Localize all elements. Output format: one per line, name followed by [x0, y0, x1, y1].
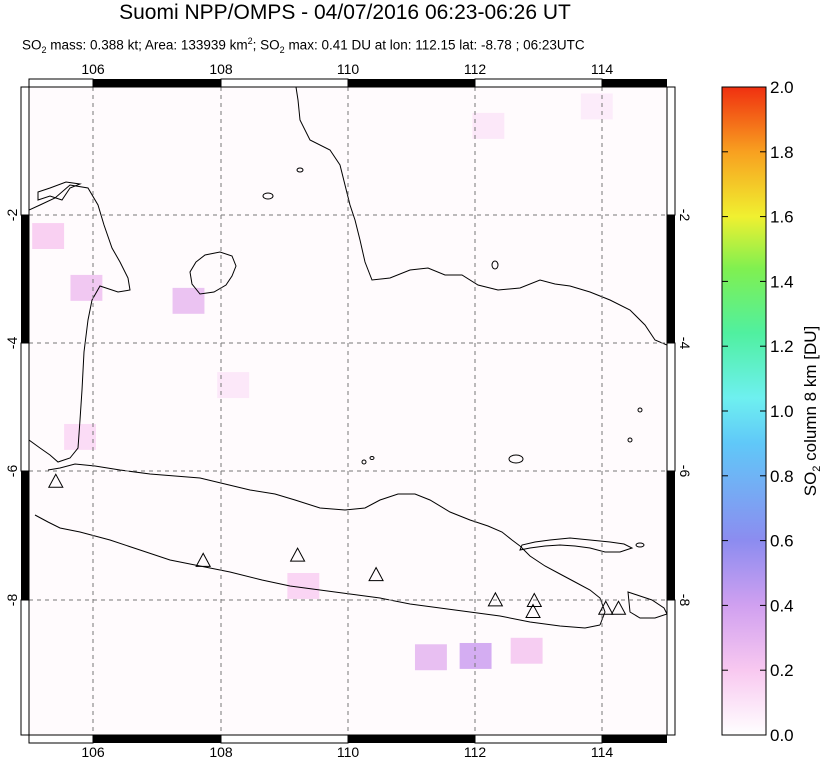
- so2-cell: [459, 642, 492, 669]
- colorbar-tick-label: 2.0: [770, 78, 794, 97]
- chart-subtitle: SO2 mass: 0.388 kt; Area: 133939 km2; SO…: [22, 36, 585, 56]
- colorbar-tick-label: 1.6: [770, 208, 794, 227]
- colorbar-tick-label: 1.0: [770, 402, 794, 421]
- y-tick-left: -6: [4, 465, 20, 478]
- x-tick-bottom: 114: [591, 744, 614, 759]
- x-tick-bottom: 110: [337, 744, 360, 759]
- colorbar-tick-label: 1.8: [770, 143, 794, 162]
- coastlines: [29, 87, 667, 629]
- grid-lines: [29, 87, 667, 735]
- volcano-marker: [610, 600, 627, 615]
- so2-cell: [172, 287, 205, 314]
- y-tick-right: -6: [677, 465, 693, 478]
- colorbar: [721, 86, 767, 736]
- x-tick-top: 112: [464, 61, 487, 77]
- x-tick-bottom: 108: [209, 744, 233, 759]
- so2-cells: [32, 93, 613, 671]
- x-tick-top: 106: [81, 61, 105, 77]
- colorbar-tick-label: 0.8: [770, 467, 794, 486]
- volcano-markers: [47, 473, 627, 619]
- volcano-marker: [47, 473, 64, 488]
- volcano-marker: [525, 603, 541, 619]
- so2-cell: [217, 372, 250, 399]
- y-tick-right: -4: [677, 337, 693, 350]
- colorbar-label: SO2 column 8 km [DU]: [801, 326, 823, 497]
- colorbar-ticks: 0.0 0.2 0.4 0.6 0.8 1.0 1.2 1.4 1.6 1.8 2.0: [722, 78, 794, 745]
- so2-cell: [32, 223, 65, 249]
- y-tick-left: -2: [4, 209, 20, 222]
- y-tick-right: -2: [677, 209, 693, 222]
- colorbar-tick-label: 0.6: [770, 532, 794, 551]
- colorbar-tick-label: 0.4: [770, 596, 794, 615]
- so2-cell: [580, 93, 613, 120]
- so2-cell: [472, 112, 505, 139]
- x-tick-top: 108: [209, 61, 233, 77]
- so2-cell: [510, 637, 543, 664]
- x-tick-top: 110: [337, 61, 360, 77]
- so2-cell: [70, 274, 103, 301]
- map-frame: [20, 78, 676, 744]
- so2-cell: [64, 423, 96, 450]
- colorbar-tick-label: 1.2: [770, 337, 794, 356]
- volcano-marker: [368, 566, 384, 582]
- y-tick-left: -8: [4, 594, 20, 607]
- volcano-marker: [195, 552, 212, 567]
- x-tick-bottom: 112: [464, 744, 487, 759]
- volcano-marker: [289, 547, 306, 562]
- chart-title: Suomi NPP/OMPS - 04/07/2016 06:23-06:26 …: [119, 1, 571, 24]
- colorbar-tick-label: 0.0: [770, 726, 794, 745]
- x-tick-bottom: 106: [81, 744, 105, 759]
- colorbar-tick-label: 1.4: [770, 272, 794, 291]
- y-tick-right: -8: [677, 594, 693, 607]
- so2-cell: [414, 644, 447, 671]
- x-tick-top: 114: [591, 61, 614, 77]
- volcano-marker: [597, 600, 614, 615]
- y-tick-left: -4: [4, 337, 20, 350]
- volcano-marker: [487, 591, 504, 607]
- colorbar-tick-label: 0.2: [770, 661, 794, 680]
